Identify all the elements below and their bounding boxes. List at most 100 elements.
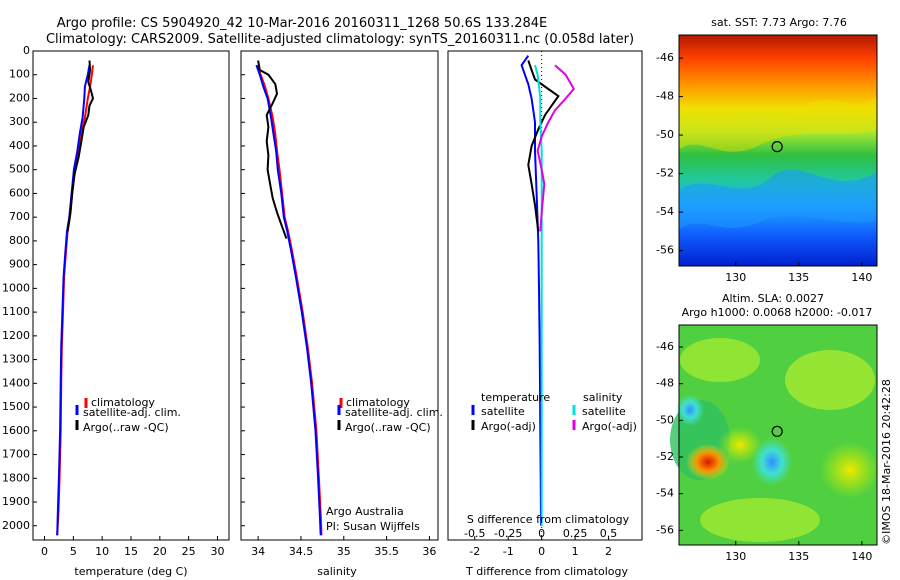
latitude-tick-label: -56 (656, 523, 674, 536)
difference-panel: -2 -1 0 1 2 -0.5 -0.25 0 0.25 0.5 temperature sat… (447, 50, 643, 578)
legend-satellite-label: satellite-adj. clim. (345, 406, 443, 419)
depth-tick-label: 1700 (2, 448, 30, 461)
longitude-tick-label: 140 (851, 550, 872, 563)
legend-argo-label: Argo(..raw -QC) (345, 421, 431, 434)
latitude-tick-label: -54 (656, 205, 674, 218)
depth-tick-label: 1500 (2, 400, 30, 413)
sla-high-patch (820, 442, 880, 498)
sla-high-patch (718, 427, 762, 463)
temperature-tick-label: 0 (41, 545, 48, 558)
temperature-tick-label: 25 (182, 545, 196, 558)
series-line-1 (255, 64, 322, 536)
legend-s-satellite-label: satellite (582, 405, 626, 418)
latitude-tick-label: -56 (656, 244, 674, 257)
depth-tick-label: 1200 (2, 329, 30, 342)
s-difference-axis-label: S difference from climatology (467, 513, 630, 526)
longitude-tick-label: 135 (788, 550, 809, 563)
salinity-tick-label: 35.5 (374, 545, 399, 558)
depth-tick-label: 900 (9, 258, 30, 271)
temperature-axis-ticks: 0 5 10 15 20 25 30 (41, 536, 224, 558)
depth-tick-label: 300 (9, 115, 30, 128)
legend-climatology-label: climatology (346, 396, 410, 409)
salinity-tick-label: 35 (337, 545, 351, 558)
t-difference-tick-label: 0 (538, 545, 545, 558)
t-difference-tick-label: 1 (572, 545, 579, 558)
salinity-profile-panel: 34 34.5 35 35.5 36 climatology satellite-adj… (240, 50, 443, 578)
s-difference-tick-label: 0.25 (563, 527, 588, 540)
latitude-tick-label: -46 (656, 340, 674, 353)
series-line-1 (527, 60, 560, 232)
argo-location-marker (771, 141, 783, 153)
longitude-tick-label: 140 (851, 271, 872, 284)
depth-tick-label: 1100 (2, 305, 30, 318)
temperature-series-lines (56, 60, 95, 536)
depth-tick-label: 1000 (2, 281, 30, 294)
latitude-tick-label: -46 (656, 51, 674, 64)
difference-plot-frame (447, 50, 643, 541)
t-difference-axis-label: T difference from climatology (465, 565, 628, 578)
temperature-profile-panel: 0100200300400500600700800900100011001200… (2, 44, 230, 578)
latitude-tick-label: -52 (656, 167, 674, 180)
pi-credit: PI: Susan Wijffels (326, 520, 420, 533)
s-difference-tick-label: -0.25 (494, 527, 522, 540)
depth-tick-label: 0 (23, 44, 30, 57)
t-difference-tick-label: -1 (503, 545, 514, 558)
latitude-tick-label: -54 (656, 487, 674, 500)
longitude-tick-label: 135 (788, 271, 809, 284)
sst-front (679, 96, 877, 152)
imos-watermark: ©IMOS 18-Mar-2016 20:42:28 (880, 379, 893, 545)
salinity-plot-frame (240, 50, 439, 541)
depth-tick-label: 1600 (2, 424, 30, 437)
legend-s-argo-label: Argo(-adj) (582, 420, 637, 433)
salinity-tick-label: 34 (251, 545, 265, 558)
sla-map-title: Altim. SLA: 0.0027 (722, 292, 824, 305)
longitude-tick-label: 130 (725, 550, 746, 563)
series-line-0 (520, 55, 542, 526)
sla-high-anomaly (686, 444, 730, 480)
institution-credit: Argo Australia (326, 505, 404, 518)
salinity-axis-ticks: 34 34.5 35 35.5 36 (241, 50, 436, 558)
sst-map-ticks: 130 135 140 -46 -48 -50 -52 -54 -56 (656, 51, 872, 284)
temperature-tick-label: 5 (70, 545, 77, 558)
latitude-tick-label: -50 (656, 413, 674, 426)
argo-location-marker (771, 425, 783, 437)
temperature-tick-label: 15 (124, 545, 138, 558)
temperature-tick-label: 10 (95, 545, 109, 558)
sla-map-panel: Altim. SLA: 0.0027 Argo h1000: 0.0068 h2… (656, 292, 880, 563)
depth-tick-label: 800 (9, 234, 30, 247)
depth-tick-label: 600 (9, 186, 30, 199)
depth-tick-label: 1400 (2, 376, 30, 389)
header-line-2: Climatology: CARS2009. Satellite-adjuste… (46, 32, 634, 47)
temperature-axis-label: temperature (deg C) (74, 565, 187, 578)
legend-argo-label: Argo(..raw -QC) (83, 421, 169, 434)
depth-tick-label: 2000 (2, 519, 30, 532)
t-difference-tick-label: 2 (605, 545, 612, 558)
sst-map-panel: sat. SST: 7.73 Argo: 7.76 130 135 140 -46 -4… (656, 16, 878, 284)
legend-temperature-title: temperature (481, 391, 550, 404)
depth-tick-label: 400 (9, 139, 30, 152)
latitude-tick-label: -52 (656, 450, 674, 463)
latitude-tick-label: -48 (656, 90, 674, 103)
sst-cold-filament (679, 169, 877, 230)
depth-axis-ticks: 0 100 200 300 400 500 600 700 800 900 1000 1100 1200… (2, 44, 37, 532)
difference-axis-ticks: -2 -1 0 1 2 -0.5 -0.25 0 0.25 0.5 (464, 527, 617, 558)
sst-map-frame (678, 34, 878, 267)
s-difference-tick-label: 0.5 (600, 527, 618, 540)
depth-tick-label: 500 (9, 163, 30, 176)
temperature-tick-label: 30 (210, 545, 224, 558)
depth-tick-label: 1300 (2, 353, 30, 366)
sla-patch (680, 338, 760, 382)
legend-t-argo-label: Argo(-adj) (481, 420, 536, 433)
series-line-3 (536, 64, 576, 232)
sla-patch (700, 498, 820, 542)
sla-map-ticks: 130 135 140 -46 -48 -50 -52 -54 -56 (656, 340, 872, 563)
s-difference-tick-label: -0.5 (464, 527, 485, 540)
difference-series-lines (520, 55, 576, 526)
latitude-tick-label: -48 (656, 377, 674, 390)
sla-patch (785, 350, 875, 410)
depth-tick-label: 700 (9, 210, 30, 223)
difference-legend: temperature satellite Argo(-adj) salinit… (471, 391, 637, 433)
sst-map-title: sat. SST: 7.73 Argo: 7.76 (711, 16, 847, 29)
sla-low-anomaly (676, 394, 704, 426)
